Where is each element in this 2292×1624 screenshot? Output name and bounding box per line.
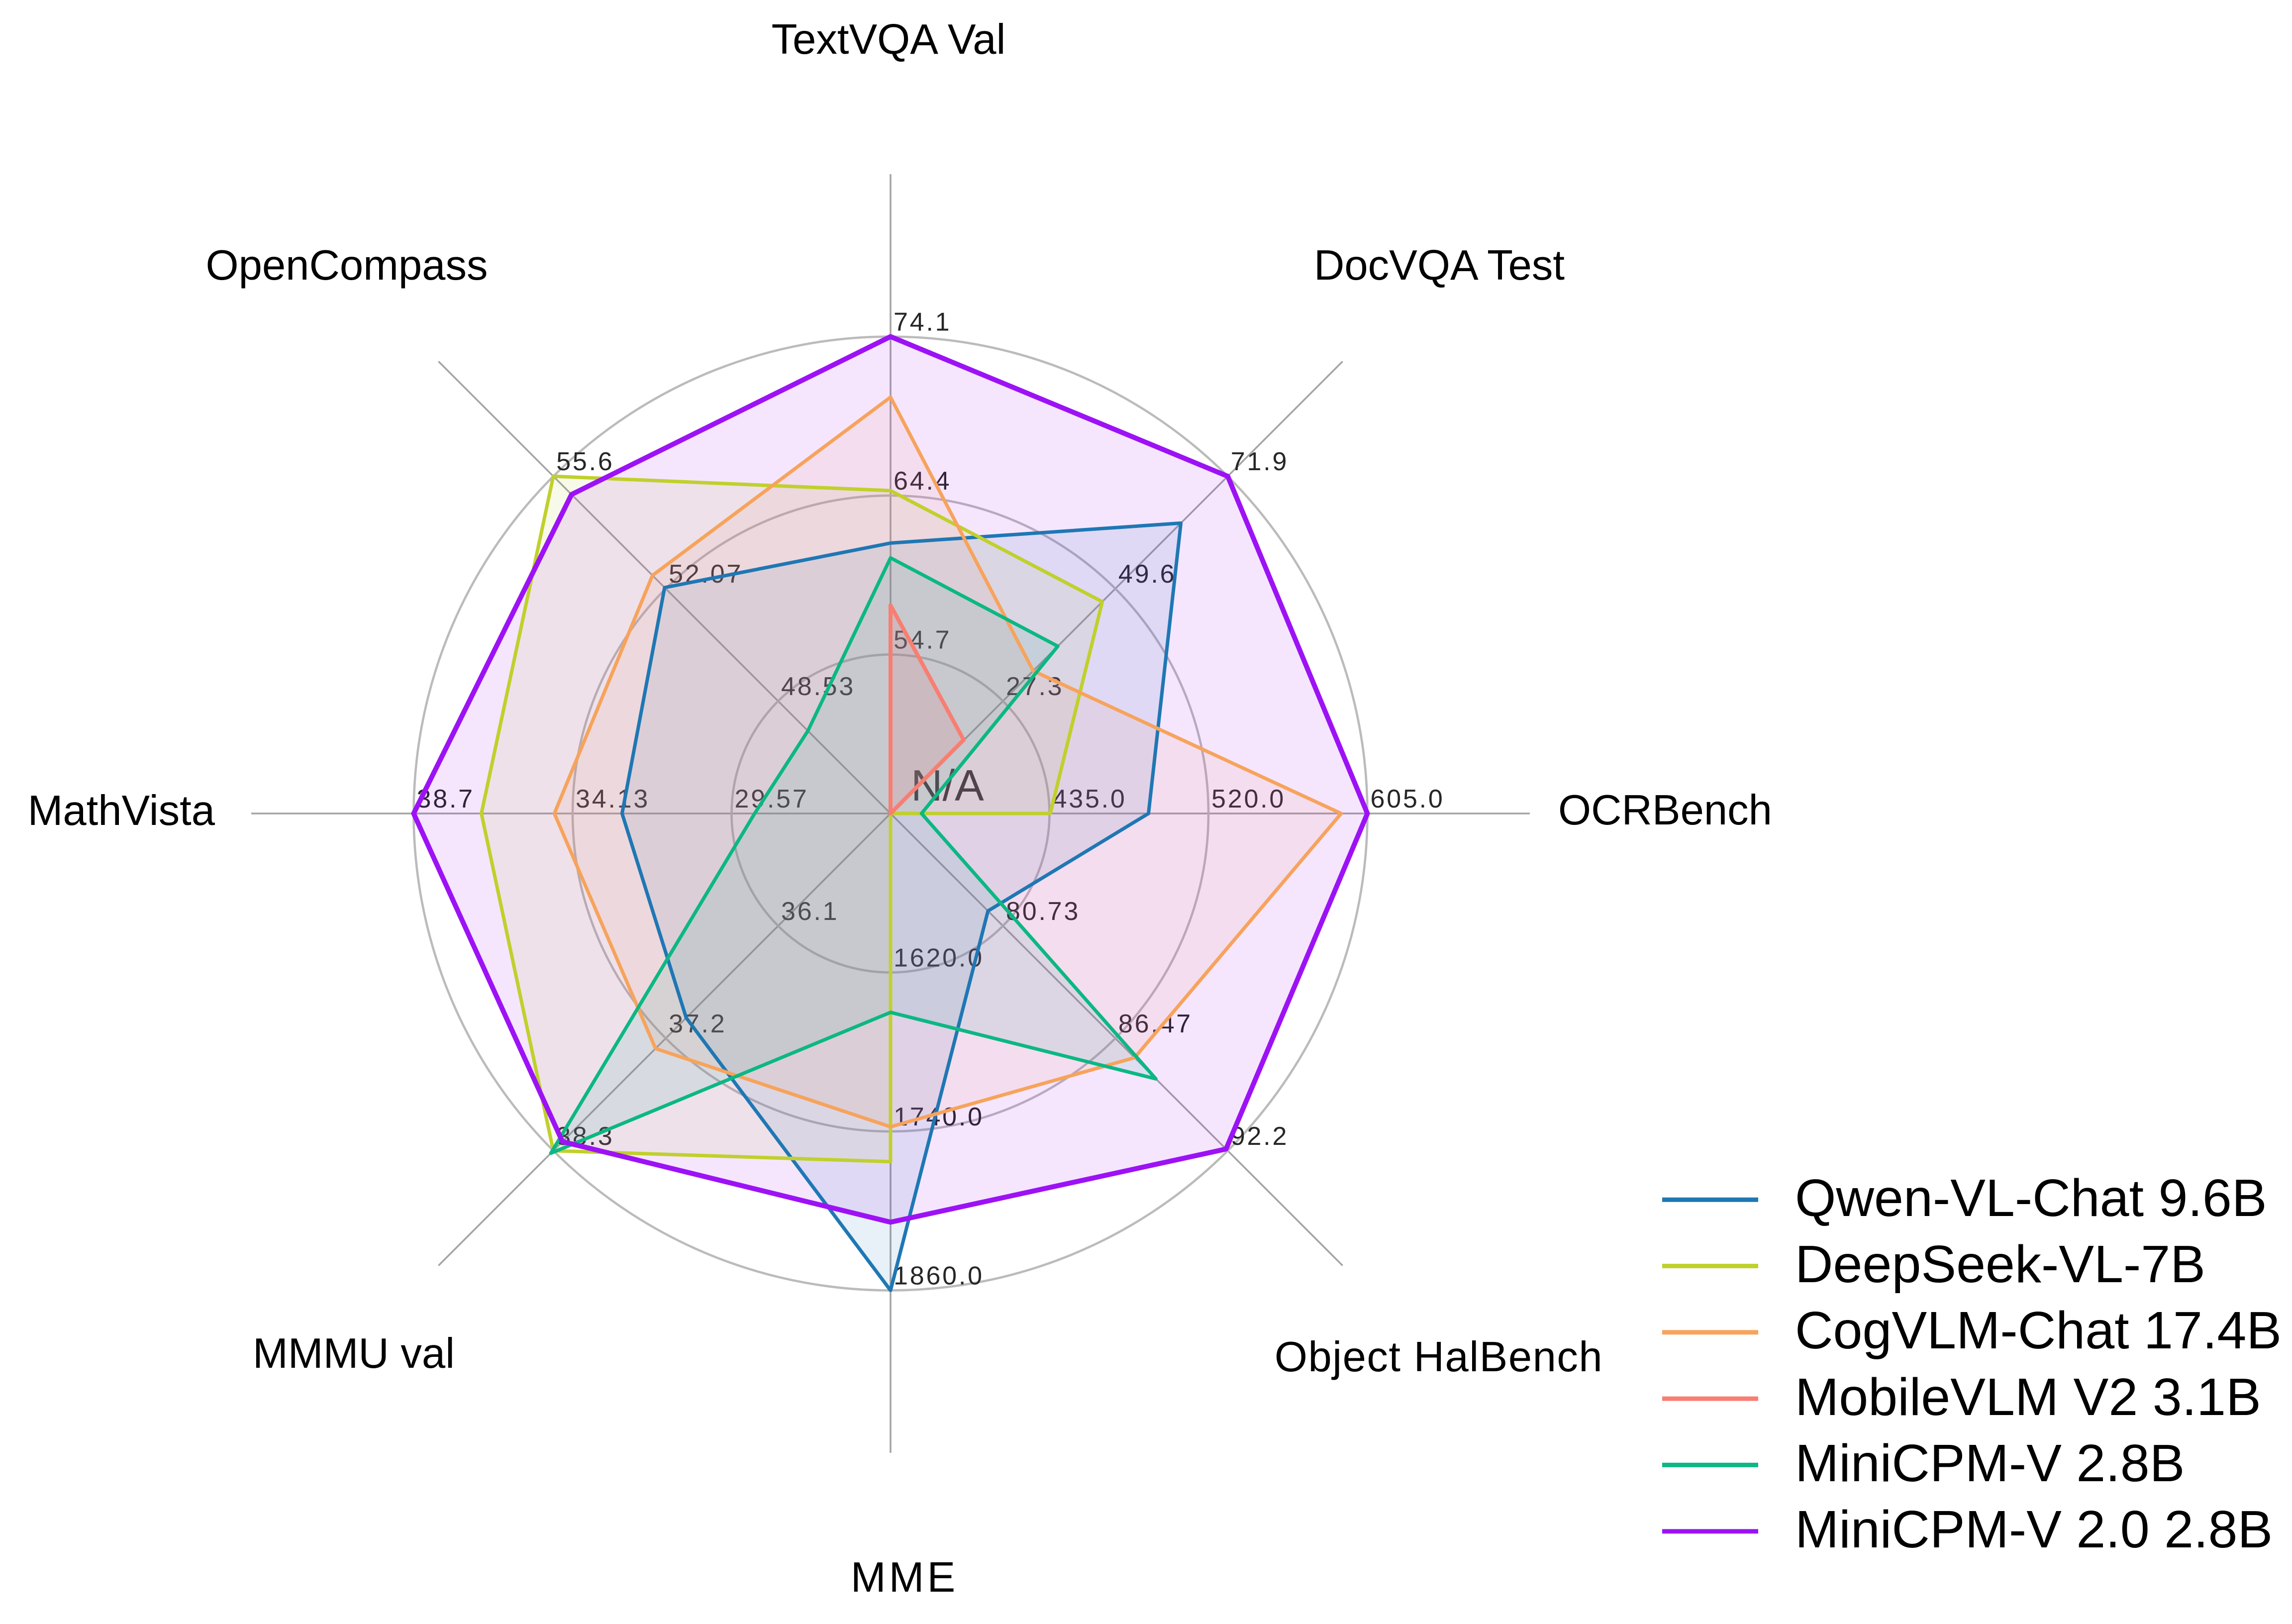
svg-text:Qwen-VL-Chat 9.6B: Qwen-VL-Chat 9.6B (1795, 1169, 2267, 1227)
svg-text:MiniCPM-V 2.8B: MiniCPM-V 2.8B (1795, 1434, 2185, 1493)
svg-text:1860.0: 1860.0 (894, 1262, 984, 1291)
svg-text:OpenCompass: OpenCompass (206, 242, 488, 289)
svg-text:605.0: 605.0 (1371, 785, 1445, 813)
svg-text:N/A: N/A (911, 761, 984, 810)
svg-text:MMMU val: MMMU val (253, 1330, 455, 1377)
svg-text:48.53: 48.53 (781, 672, 855, 701)
svg-text:520.0: 520.0 (1211, 785, 1286, 813)
svg-text:MathVista: MathVista (28, 787, 215, 834)
svg-text:CogVLM-Chat 17.4B: CogVLM-Chat 17.4B (1795, 1301, 2282, 1360)
svg-text:DeepSeek-VL-7B: DeepSeek-VL-7B (1795, 1235, 2205, 1294)
svg-text:Object HalBench: Object HalBench (1275, 1333, 1603, 1381)
svg-text:435.0: 435.0 (1053, 785, 1127, 813)
svg-text:34.13: 34.13 (576, 785, 650, 813)
svg-text:71.9: 71.9 (1231, 447, 1289, 476)
svg-text:OCRBench: OCRBench (1558, 787, 1772, 834)
svg-text:36.1: 36.1 (781, 897, 839, 926)
svg-text:MobileVLM V2 3.1B: MobileVLM V2 3.1B (1795, 1368, 2261, 1426)
svg-text:TextVQA Val: TextVQA Val (772, 16, 1006, 63)
svg-text:92.2: 92.2 (1231, 1122, 1289, 1151)
svg-text:DocVQA Test: DocVQA Test (1314, 242, 1565, 289)
svg-text:55.6: 55.6 (556, 447, 614, 476)
svg-text:MiniCPM-V 2.0 2.8B: MiniCPM-V 2.0 2.8B (1795, 1500, 2273, 1559)
svg-text:MME: MME (851, 1554, 958, 1601)
svg-text:49.6: 49.6 (1118, 560, 1176, 589)
svg-text:74.1: 74.1 (894, 308, 951, 337)
svg-text:1620.0: 1620.0 (894, 944, 984, 973)
